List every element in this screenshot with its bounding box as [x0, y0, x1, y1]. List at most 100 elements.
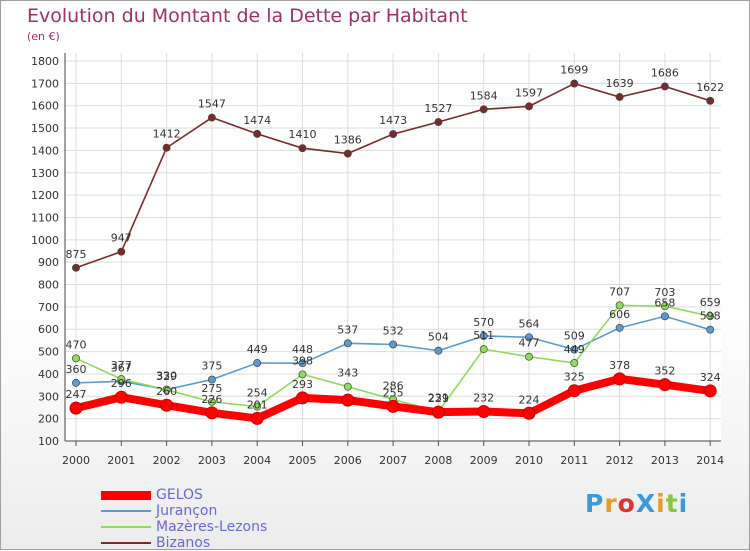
data-point — [660, 82, 669, 91]
data-label: 1622 — [696, 81, 724, 94]
data-point — [160, 398, 174, 412]
data-label: 947 — [111, 232, 132, 245]
y-tick-label: 500 — [38, 346, 59, 359]
y-tick-label: 1300 — [31, 167, 59, 180]
y-tick-label: 400 — [38, 368, 59, 381]
y-tick-label: 600 — [38, 323, 59, 336]
data-point — [253, 402, 262, 411]
data-point — [72, 354, 80, 363]
data-point — [570, 359, 579, 367]
x-tick-label: 2002 — [153, 454, 181, 467]
data-label: 875 — [66, 248, 87, 261]
data-point — [434, 346, 443, 355]
data-label: 477 — [519, 337, 540, 350]
data-label: 201 — [247, 398, 268, 411]
y-tick-label: 900 — [38, 256, 59, 269]
legend-label: GELOS — [156, 487, 203, 503]
data-point — [525, 333, 533, 342]
data-point — [615, 93, 624, 101]
data-point — [389, 130, 398, 139]
legend-label: Mazères-Lezons — [156, 519, 268, 535]
data-label: 511 — [473, 329, 494, 342]
data-point — [613, 372, 627, 386]
legend-swatch — [101, 542, 151, 544]
data-point — [431, 405, 445, 419]
legend-item: Mazères-Lezons — [101, 519, 361, 535]
data-label: 532 — [383, 324, 404, 337]
x-tick-label: 2012 — [606, 454, 634, 467]
data-label: 255 — [383, 386, 404, 399]
data-point — [615, 323, 624, 332]
data-point — [434, 118, 443, 126]
data-point — [72, 378, 80, 387]
data-label: 232 — [473, 391, 494, 404]
data-label: 598 — [700, 310, 721, 323]
chart-title: Evolution du Montant de la Dette par Hab… — [27, 5, 468, 27]
data-point — [660, 312, 669, 321]
data-label: 254 — [247, 387, 268, 400]
legend: GELOS Jurançon Mazères-Lezons Bizanos — [101, 487, 361, 551]
data-point — [386, 399, 400, 413]
data-label: 606 — [609, 308, 630, 321]
y-tick-label: 800 — [38, 279, 59, 292]
data-label: 1527 — [424, 102, 452, 115]
data-label: 509 — [564, 330, 585, 343]
data-point — [477, 404, 491, 418]
legend-item: GELOS — [101, 487, 361, 503]
data-label: 275 — [201, 382, 222, 395]
x-tick-label: 2007 — [379, 454, 407, 467]
data-label: 448 — [292, 343, 313, 356]
data-point — [341, 393, 355, 407]
y-tick-label: 700 — [38, 301, 59, 314]
data-point — [567, 384, 581, 398]
data-point — [207, 113, 216, 122]
x-tick-label: 2009 — [470, 454, 498, 467]
x-tick-label: 2005 — [289, 454, 317, 467]
data-point — [706, 96, 715, 105]
data-label: 378 — [609, 359, 630, 372]
data-point — [389, 340, 398, 349]
data-label: 1410 — [289, 128, 317, 141]
data-label: 260 — [156, 385, 177, 398]
x-tick-label: 2014 — [696, 454, 724, 467]
data-label: 1547 — [198, 98, 226, 111]
data-point — [570, 345, 579, 354]
data-label: 659 — [700, 296, 721, 309]
y-tick-label: 1600 — [31, 100, 59, 113]
x-tick-label: 2010 — [515, 454, 543, 467]
data-point — [570, 79, 579, 88]
y-tick-label: 1000 — [31, 234, 59, 247]
data-point — [253, 359, 262, 367]
data-label: 296 — [111, 377, 132, 390]
data-point — [207, 375, 216, 384]
data-point — [117, 375, 126, 384]
data-label: 1699 — [560, 64, 588, 77]
data-point — [162, 385, 171, 394]
data-point — [525, 102, 533, 111]
data-point — [117, 247, 126, 256]
data-point — [703, 384, 717, 398]
data-label: 325 — [564, 371, 585, 384]
data-label: 398 — [292, 354, 313, 367]
data-point — [660, 302, 669, 311]
x-tick-label: 2013 — [651, 454, 679, 467]
data-label: 1686 — [651, 66, 679, 79]
data-point — [479, 331, 488, 340]
data-label: 449 — [564, 343, 585, 356]
grid-lines — [65, 53, 721, 442]
data-label: 226 — [201, 393, 222, 406]
data-label: 293 — [292, 378, 313, 391]
legend-item: Jurançon — [101, 503, 361, 519]
data-point — [479, 345, 488, 354]
y-tick-label: 200 — [38, 413, 59, 426]
data-point — [525, 352, 533, 361]
data-label: 377 — [111, 359, 132, 372]
legend-item: Bizanos — [101, 535, 361, 551]
y-tick-label: 1700 — [31, 77, 59, 90]
data-label: 449 — [247, 343, 268, 356]
data-label: 537 — [337, 323, 358, 336]
data-label: 658 — [654, 296, 675, 309]
y-tick-label: 1800 — [31, 55, 59, 68]
y-tick-label: 1100 — [31, 211, 59, 224]
